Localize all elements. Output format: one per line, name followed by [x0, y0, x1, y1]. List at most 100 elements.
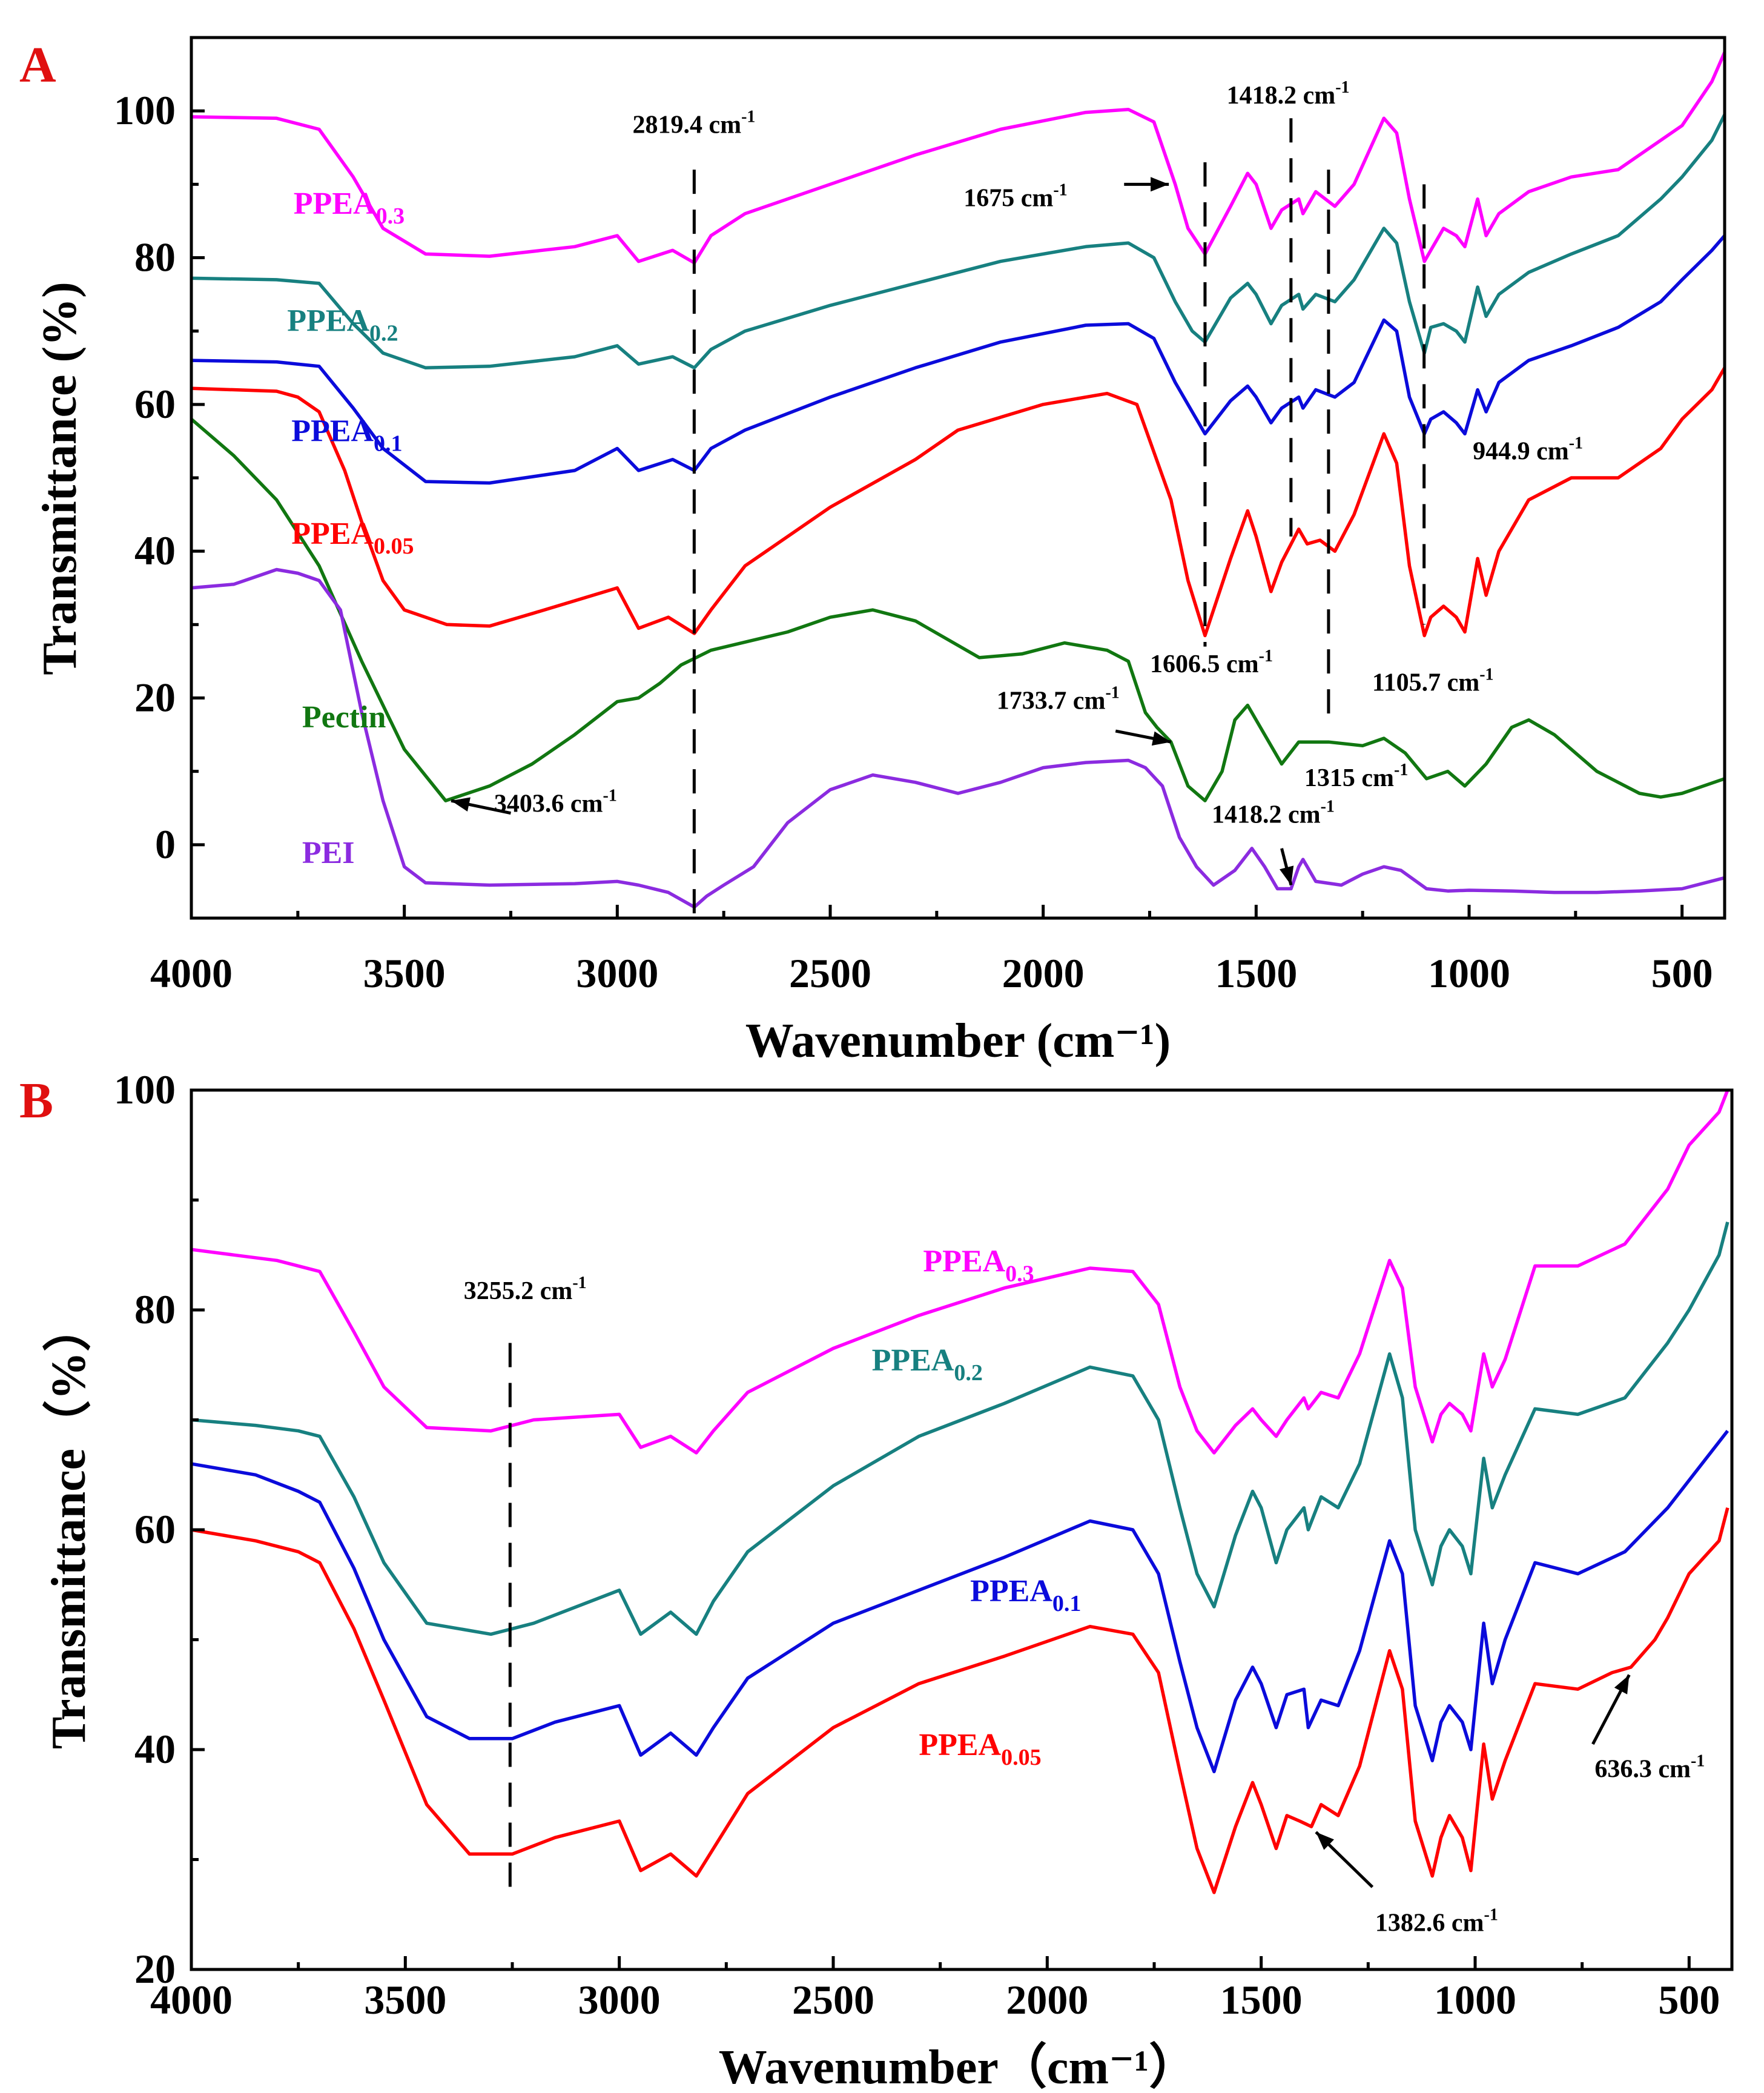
- series-label-subscript: 0.1: [1052, 1591, 1082, 1616]
- peak-annotation-unit-exponent: -1: [1479, 665, 1493, 684]
- series-label-name: PPEA: [291, 517, 374, 551]
- series-label: PPEA0.2: [872, 1343, 983, 1386]
- peak-annotation: 3403.6 cm-1: [494, 786, 617, 818]
- peak-annotation-unit-exponent: -1: [1053, 181, 1067, 200]
- annotation-arrow-head: [1151, 731, 1171, 746]
- x-tick-label: 500: [1651, 950, 1713, 996]
- peak-annotation-value: 1675 cm: [963, 185, 1053, 213]
- panel-b-y-axis: 20 40 60 80 100: [114, 1066, 205, 1992]
- peak-annotation-value: 1105.7 cm: [1372, 669, 1479, 696]
- peak-annotation-value: 1315 cm: [1304, 764, 1394, 792]
- x-tick-label: 2500: [789, 950, 871, 996]
- x-tick-label: 3500: [364, 1977, 446, 2023]
- peak-annotation-value: 3255.2 cm: [464, 1277, 573, 1305]
- panel-a-y-axis-title: Transmittance (%): [33, 282, 87, 675]
- series-label: PEI: [302, 836, 355, 870]
- panel-b-y-axis-title: Transmittance（%）: [42, 1303, 96, 1749]
- panel-a-guides-layer: [692, 118, 1426, 918]
- x-tick-label: 3000: [578, 1977, 661, 2023]
- series-label: PPEA0.1: [291, 414, 402, 456]
- panel-a-x-axis: 4000 3500 3000 2500 2000 1500 1000 500: [150, 905, 1713, 996]
- series-label-name: PPEA: [291, 414, 374, 448]
- annotation-arrow-head: [1614, 1675, 1630, 1695]
- series-line-ppea-005: [191, 366, 1726, 638]
- series-label: Pectin: [302, 700, 386, 735]
- peak-annotation-unit-exponent: -1: [1394, 761, 1408, 779]
- y-tick-label: 40: [134, 1726, 176, 1772]
- peak-annotation: 2819.4 cm-1: [632, 108, 755, 139]
- x-tick-label: 2000: [1006, 1977, 1088, 2023]
- x-tick-label: 1000: [1434, 1977, 1516, 2023]
- panel-a-y-axis: 0 20 40 60 80 100: [114, 87, 205, 867]
- annotation-arrow-head: [1151, 177, 1169, 192]
- panel-b-x-axis: 4000 3500 3000 2500 2000 1500 1000 500: [150, 1956, 1720, 2023]
- peak-annotation-value: 944.9 cm: [1473, 438, 1569, 466]
- peak-annotation: 1418.2 cm-1: [1212, 797, 1335, 828]
- x-tick-label: 4000: [150, 950, 233, 996]
- peak-annotation: 1606.5 cm-1: [1150, 647, 1273, 678]
- peak-annotation-unit-exponent: -1: [1569, 434, 1583, 453]
- x-tick-label: 4000: [150, 1977, 233, 2023]
- y-tick-label: 60: [134, 1506, 176, 1552]
- series-line-ppea-03: [191, 1089, 1729, 1455]
- series-line-ppea-01: [191, 234, 1726, 485]
- x-tick-label: 1500: [1220, 1977, 1303, 2023]
- x-tick-label: 500: [1658, 1977, 1720, 2023]
- series-label-name: Pectin: [302, 700, 386, 735]
- series-label-name: PPEA: [294, 187, 376, 221]
- y-tick-label: 100: [114, 87, 176, 133]
- panel-b-plot-frame: [190, 1088, 1734, 1971]
- series-label-subscript: 0.2: [369, 321, 398, 346]
- peak-annotation-value: 636.3 cm: [1594, 1755, 1691, 1783]
- series-line-ppea-01: [191, 1430, 1729, 1774]
- series-label-name: PPEA: [287, 304, 369, 339]
- series-label: PPEA0.2: [287, 304, 398, 346]
- y-tick-label: 20: [134, 675, 176, 721]
- x-tick-label: 1000: [1428, 950, 1510, 996]
- annotation-arrow-head: [1316, 1832, 1334, 1850]
- series-label-name: PEI: [302, 836, 355, 870]
- annotation-arrow-head: [451, 797, 471, 812]
- series-label-name: PPEA: [872, 1343, 954, 1378]
- peak-annotation-unit-exponent: -1: [1259, 647, 1273, 666]
- annotation-arrow-head: [1280, 865, 1294, 885]
- y-tick-label: 100: [114, 1066, 176, 1113]
- panel-a-label: A: [19, 37, 56, 93]
- y-tick-label: 20: [134, 1946, 176, 1992]
- series-label-subscript: 0.3: [376, 203, 405, 229]
- peak-annotation-unit-exponent: -1: [603, 786, 617, 805]
- series-label-name: PPEA: [970, 1574, 1052, 1609]
- peak-annotation: 1315 cm-1: [1304, 761, 1408, 792]
- peak-annotation-unit-exponent: -1: [1484, 1905, 1498, 1924]
- panel-a-series-layer: [190, 51, 1726, 909]
- peak-annotation-unit-exponent: -1: [1105, 684, 1119, 703]
- peak-annotation-value: 1606.5 cm: [1150, 650, 1259, 678]
- series-line-pectin: [190, 418, 1725, 802]
- series-line-ppea-03: [191, 51, 1726, 265]
- y-tick-label: 80: [134, 234, 176, 280]
- x-tick-label: 2000: [1002, 950, 1085, 996]
- peak-annotation-value: 1418.2 cm: [1227, 82, 1336, 110]
- peak-annotation-unit-exponent: -1: [1691, 1751, 1705, 1770]
- panel-b-label: B: [19, 1073, 53, 1129]
- peak-annotation: 636.3 cm-1: [1594, 1751, 1705, 1783]
- x-tick-label: 3500: [363, 950, 446, 996]
- peak-annotation: 3255.2 cm-1: [464, 1274, 587, 1305]
- panel-b-series-layer: [191, 1089, 1729, 1894]
- peak-annotation-unit-exponent: -1: [1321, 797, 1335, 816]
- y-tick-label: 40: [134, 527, 176, 574]
- peak-annotation: 1418.2 cm-1: [1227, 78, 1350, 110]
- y-tick-label: 60: [134, 381, 176, 427]
- panel-a-x-axis-title: Wavenumber (cm⁻¹): [745, 1014, 1171, 1068]
- peak-annotation: 1105.7 cm-1: [1372, 665, 1494, 696]
- y-tick-label: 80: [134, 1286, 176, 1332]
- peak-annotation-unit-exponent: -1: [1335, 78, 1349, 97]
- series-label: PPEA0.3: [294, 187, 405, 229]
